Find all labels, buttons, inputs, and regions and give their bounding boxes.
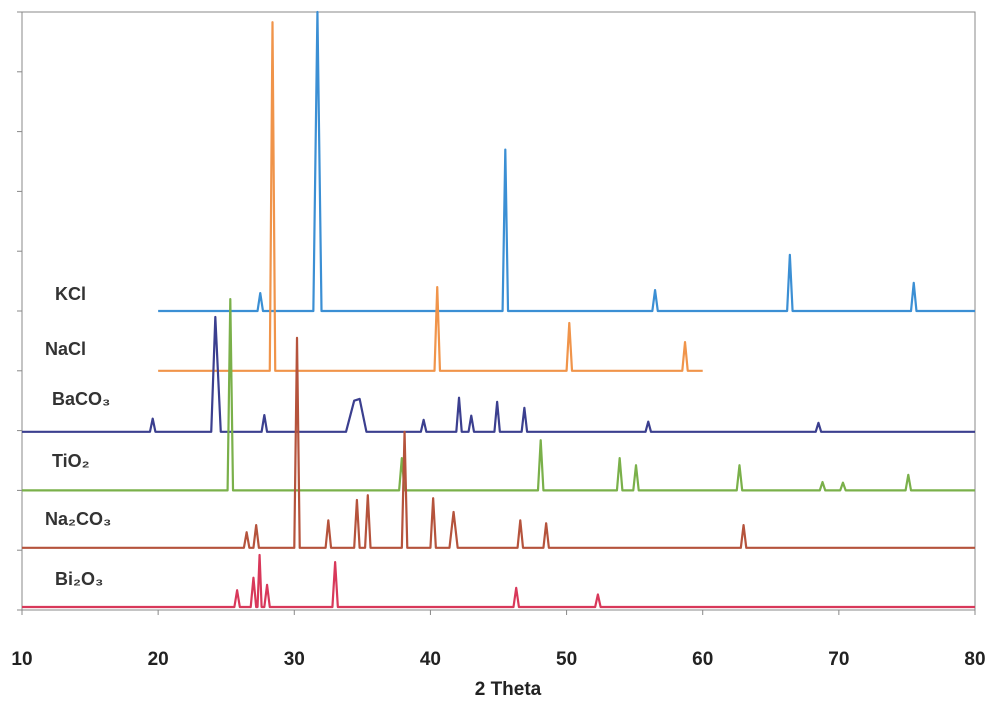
series-line [158, 21, 703, 372]
x-tick-label: 10 [11, 649, 32, 670]
series-label: BaCO₃ [52, 389, 110, 409]
series-line [22, 553, 975, 609]
x-tick-label: 20 [148, 649, 169, 670]
series-line [22, 297, 975, 492]
x-tick-label: 60 [692, 649, 713, 670]
series-label: KCl [55, 284, 86, 304]
x-tick-label: 70 [828, 649, 849, 670]
x-axis-label: 2 Theta [475, 679, 542, 700]
series-line [22, 315, 975, 433]
series-label: Na₂CO₃ [45, 509, 111, 529]
x-tick-label: 50 [556, 649, 577, 670]
series-label: Bi₂O₃ [55, 569, 103, 589]
series-label: TiO₂ [52, 451, 90, 471]
x-tick-label: 30 [284, 649, 305, 670]
series-line [22, 336, 975, 549]
x-tick-label: 80 [964, 649, 985, 670]
series-label: NaCl [45, 339, 86, 359]
x-tick-label: 40 [420, 649, 441, 670]
series-line [158, 10, 975, 313]
